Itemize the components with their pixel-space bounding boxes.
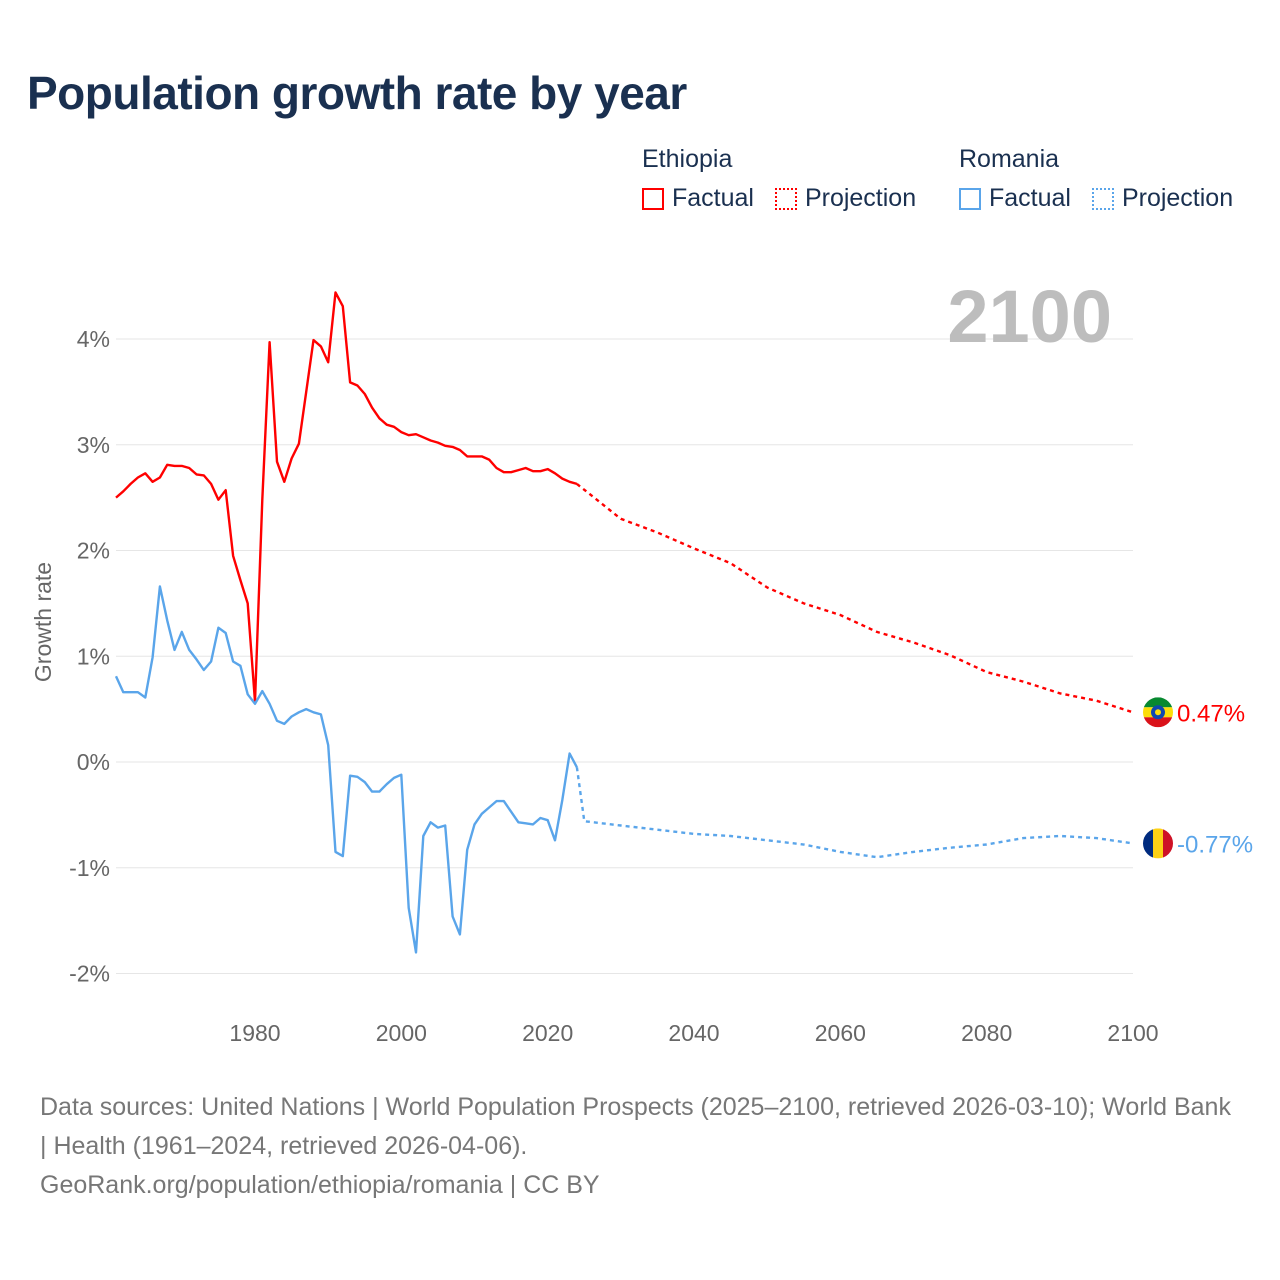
attribution-link[interactable]: GeoRank.org/population/ethiopia/romania … xyxy=(40,1171,600,1199)
dotted-swatch-icon xyxy=(774,187,797,210)
romania-factual-line xyxy=(114,585,578,954)
legend-group-romania: Romania Factual Projection xyxy=(959,145,1247,217)
flag-body xyxy=(1143,828,1173,859)
flag-stripe xyxy=(1143,717,1173,728)
page-title: Population growth rate by year xyxy=(27,67,687,119)
x-tick-label: 2040 xyxy=(668,1020,719,1046)
romania-flag-icon xyxy=(1143,828,1173,859)
x-tick-label: 2080 xyxy=(961,1020,1012,1046)
y-tick-label: 1% xyxy=(77,643,110,669)
data-sources: Data sources: United Nations | World Pop… xyxy=(40,1093,1231,1160)
y-tick-label: -1% xyxy=(69,855,110,881)
gridlines xyxy=(116,338,1133,974)
flag-star xyxy=(1155,709,1161,716)
y-tick-label: -2% xyxy=(69,961,110,987)
legend-group-name: Romania xyxy=(959,145,1060,173)
dotted-swatch-icon xyxy=(1091,187,1114,210)
legend-item-romania-projection[interactable]: Projection xyxy=(1091,184,1234,213)
ethiopia-flag-icon xyxy=(1143,697,1173,728)
y-tick-label: 0% xyxy=(77,749,110,775)
x-tick-label: 2060 xyxy=(815,1020,866,1046)
legend-item-ethiopia-factual[interactable]: Factual xyxy=(642,184,754,213)
y-tick-label: 2% xyxy=(77,538,110,564)
x-tick-label: 2100 xyxy=(1107,1020,1158,1046)
current-year-label: 2100 xyxy=(947,275,1112,358)
flag-stripe xyxy=(1143,828,1153,859)
legend-item-romania-factual[interactable]: Factual xyxy=(959,184,1071,213)
series-lines xyxy=(114,291,1134,954)
legend-label: Projection xyxy=(804,184,917,212)
romania-end-value-label: -0.77% xyxy=(1177,831,1253,858)
y-tick-label: 3% xyxy=(77,432,110,458)
solid-swatch-icon xyxy=(642,187,664,210)
legend-item-ethiopia-projection[interactable]: Projection xyxy=(774,184,917,213)
legend-label: Projection xyxy=(1121,184,1234,212)
legend-group-ethiopia: Ethiopia Factual Projection xyxy=(642,145,930,217)
legend-label: Factual xyxy=(672,184,754,212)
flag-body xyxy=(1143,697,1173,728)
ethiopia-end-value-label: 0.47% xyxy=(1177,700,1245,727)
flag-stripe xyxy=(1143,697,1173,708)
y-axis-ticks: 4% 3% 2% 1% 0% -1% -2% xyxy=(69,326,110,987)
end-markers: 0.47% -0.77% xyxy=(1143,697,1253,859)
footer: Data sources: United Nations | World Pop… xyxy=(40,1088,1240,1205)
x-tick-label: 2020 xyxy=(522,1020,573,1046)
legend-label: Factual xyxy=(989,184,1071,212)
x-axis-ticks: 1980 2000 2020 2040 2060 2080 2100 xyxy=(229,1020,1158,1046)
flag-stripe xyxy=(1153,828,1163,859)
solid-swatch-icon xyxy=(959,187,981,210)
y-axis-label: Growth rate xyxy=(30,562,56,682)
ethiopia-factual-line xyxy=(115,291,578,703)
y-tick-label: 4% xyxy=(77,326,110,352)
x-tick-label: 2000 xyxy=(376,1020,427,1046)
romania-projection-line xyxy=(575,767,1134,859)
ethiopia-projection-line xyxy=(576,482,1134,714)
legend-group-name: Ethiopia xyxy=(642,145,733,173)
x-tick-label: 1980 xyxy=(229,1020,280,1046)
flag-stripe xyxy=(1163,828,1173,859)
